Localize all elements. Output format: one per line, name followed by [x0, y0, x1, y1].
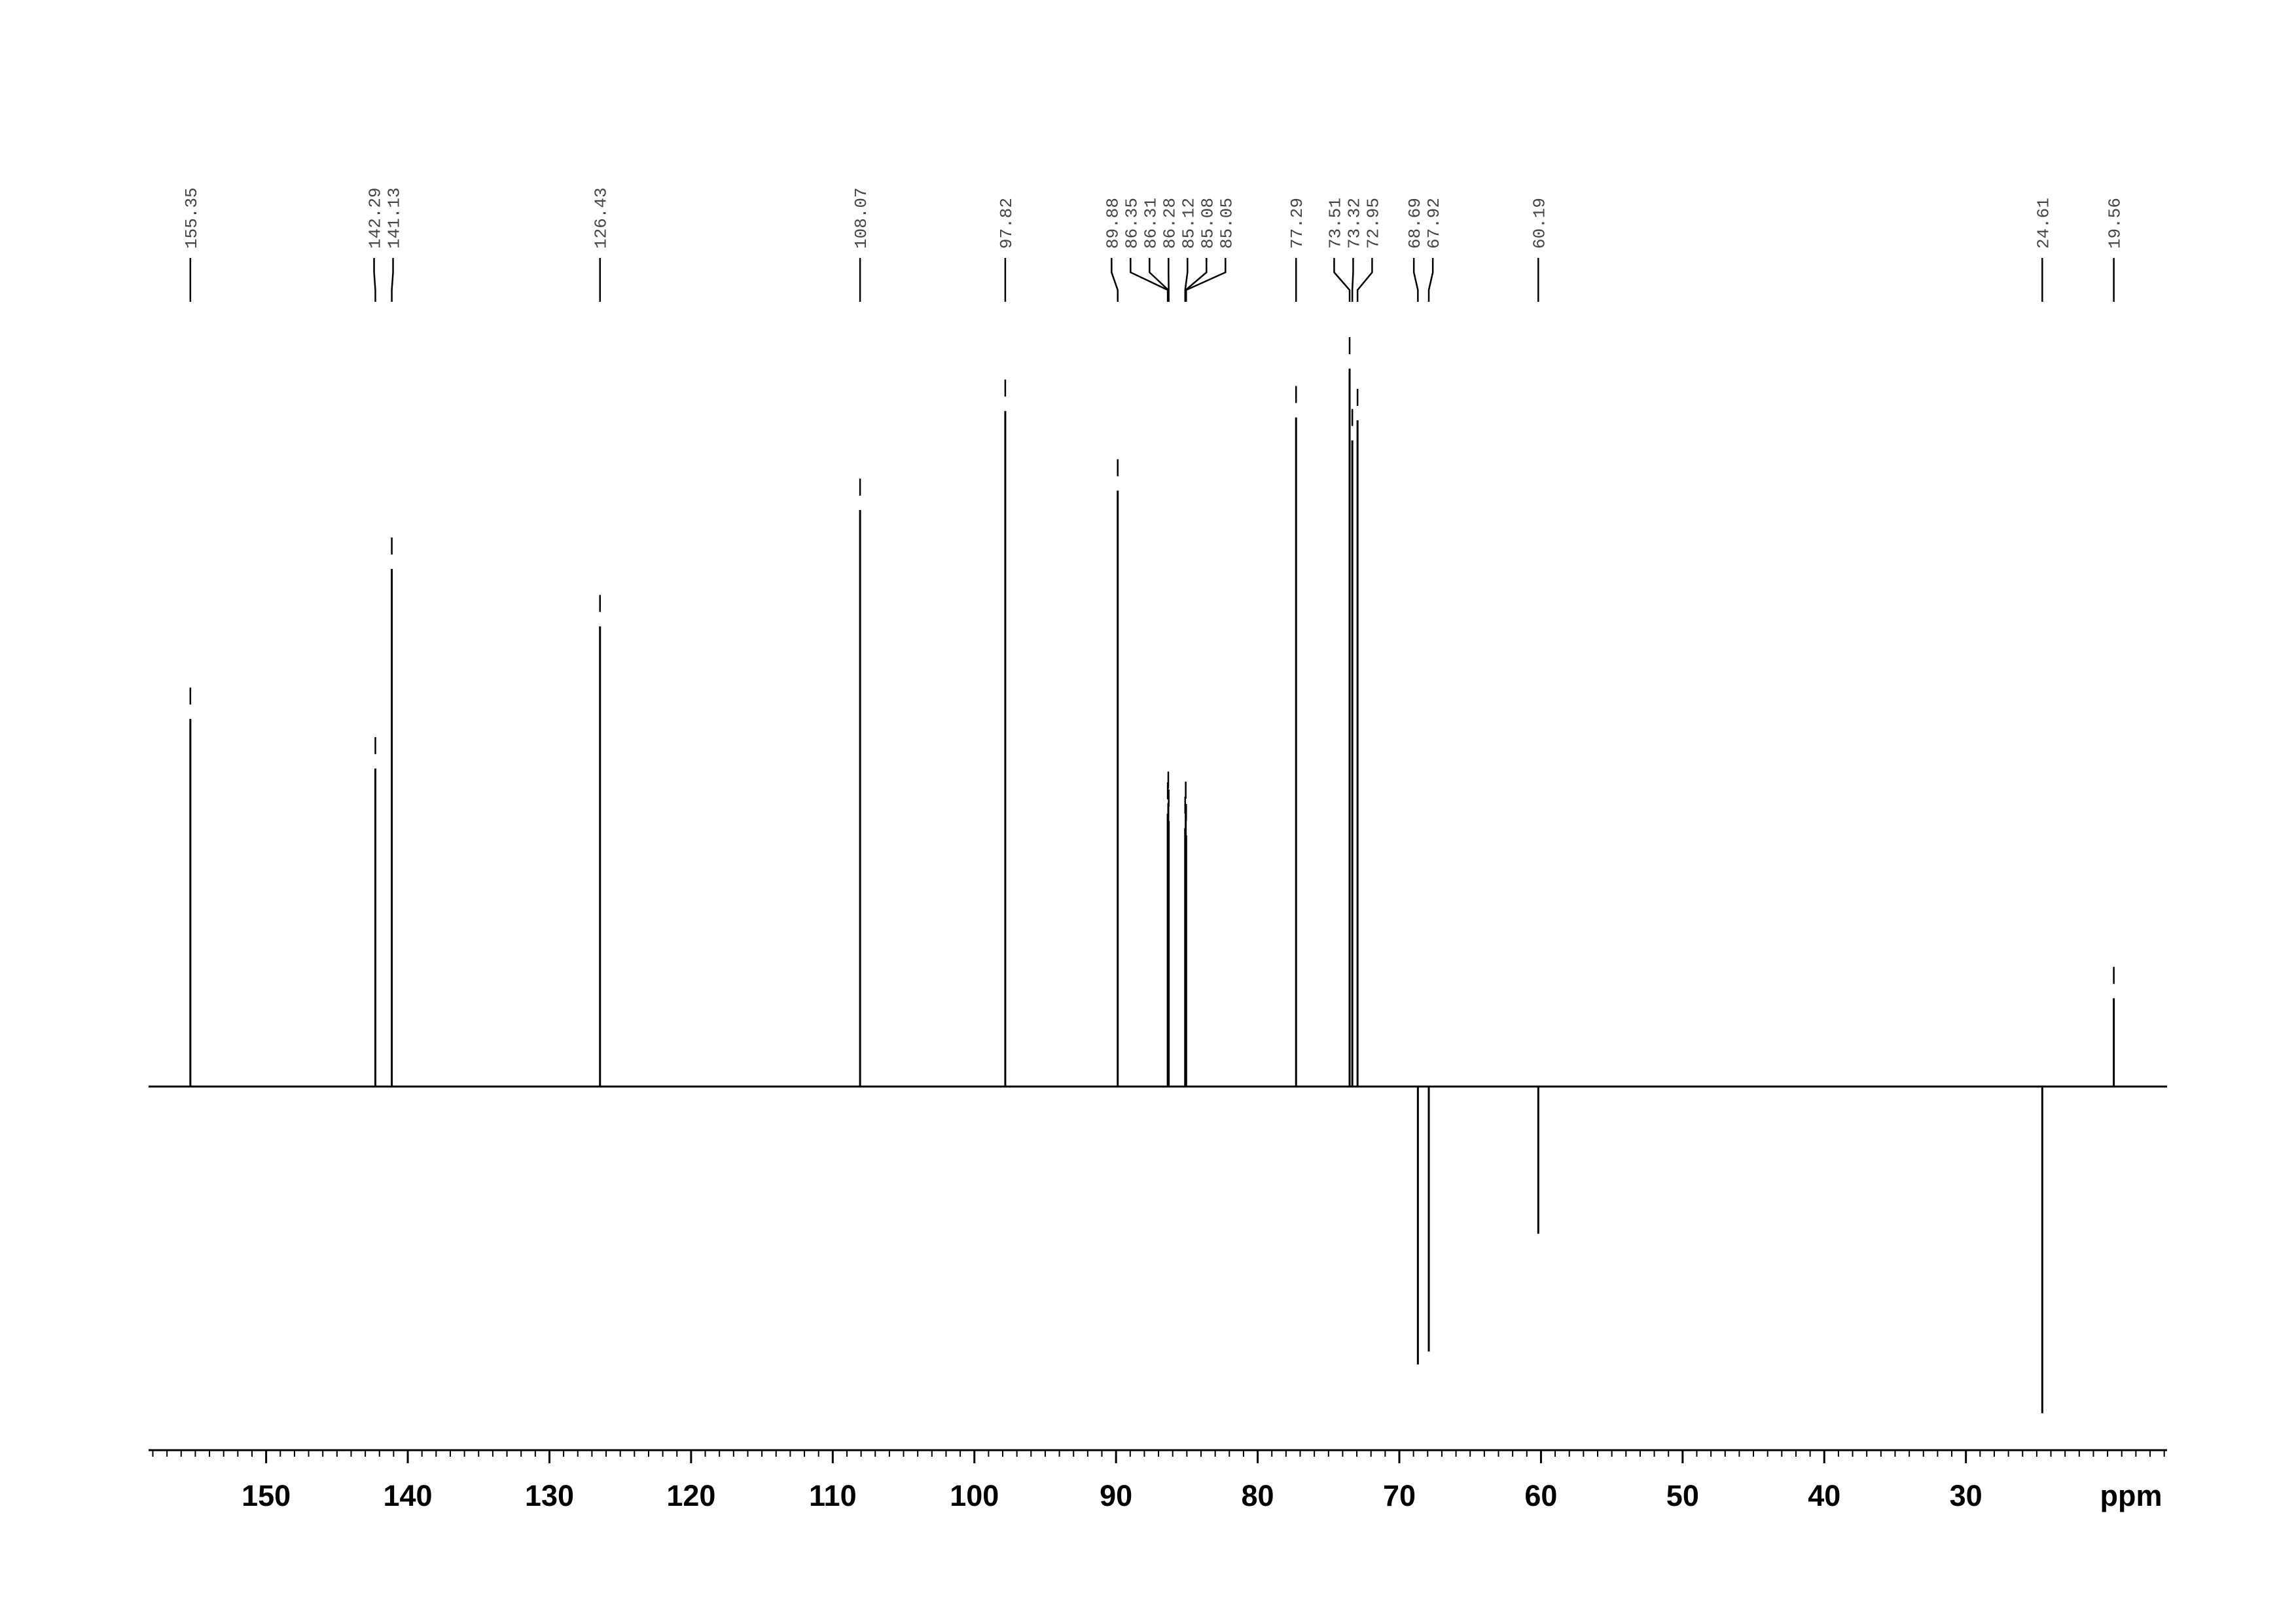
x-tick-label: 40	[1808, 1479, 1840, 1512]
peak-connector	[1356, 258, 1373, 302]
peak-label: 24.61	[2034, 198, 2053, 249]
peak-label: 85.05	[1217, 198, 1236, 249]
peak-label: 68.69	[1405, 198, 1425, 249]
peak-connector	[1351, 258, 1354, 302]
peak-label: 77.29	[1287, 198, 1307, 249]
peak-label: 86.31	[1141, 198, 1160, 249]
peak-connector	[391, 258, 394, 302]
peak-connector	[1111, 258, 1119, 302]
peak-label: 141.13	[385, 187, 404, 249]
peak-connector	[1427, 258, 1434, 302]
peak-connector	[1185, 258, 1227, 302]
peak-label: 85.08	[1198, 198, 1217, 249]
x-tick-label: 110	[809, 1479, 857, 1512]
x-tick-label: 130	[525, 1479, 574, 1512]
peak-label: 60.19	[1530, 198, 1549, 249]
peak-label: 97.82	[997, 198, 1016, 249]
peak-label: 73.32	[1344, 198, 1364, 249]
peak-label: 89.88	[1103, 198, 1122, 249]
peak-connector	[1412, 258, 1419, 302]
x-tick-label: 60	[1524, 1479, 1557, 1512]
peak-label: 126.43	[592, 187, 611, 249]
peak-label: 85.12	[1179, 198, 1198, 249]
peak-label: 19.56	[2106, 198, 2125, 249]
peak-label: 86.35	[1122, 198, 1141, 249]
peak-label: 155.35	[182, 187, 202, 249]
x-tick-label: 140	[384, 1479, 433, 1512]
x-tick-label: 30	[1950, 1479, 1982, 1512]
x-tick-label: 50	[1666, 1479, 1699, 1512]
x-tick-label: 70	[1383, 1479, 1416, 1512]
peak-label: 86.28	[1160, 198, 1179, 249]
peak-connector	[1333, 258, 1351, 302]
x-tick-label: 120	[666, 1479, 715, 1512]
x-tick-label: 90	[1100, 1479, 1132, 1512]
peak-label: 108.07	[852, 187, 871, 249]
peak-label: 72.95	[1363, 198, 1383, 249]
peak-label: 67.92	[1424, 198, 1444, 249]
peak-label: 73.51	[1325, 198, 1345, 249]
peak-label: 142.29	[366, 187, 386, 249]
x-tick-label: 150	[242, 1479, 291, 1512]
x-tick-label: 80	[1242, 1479, 1274, 1512]
x-tick-label: 100	[950, 1479, 999, 1512]
peak-connector	[373, 258, 376, 302]
x-axis-label: ppm	[2100, 1479, 2162, 1512]
